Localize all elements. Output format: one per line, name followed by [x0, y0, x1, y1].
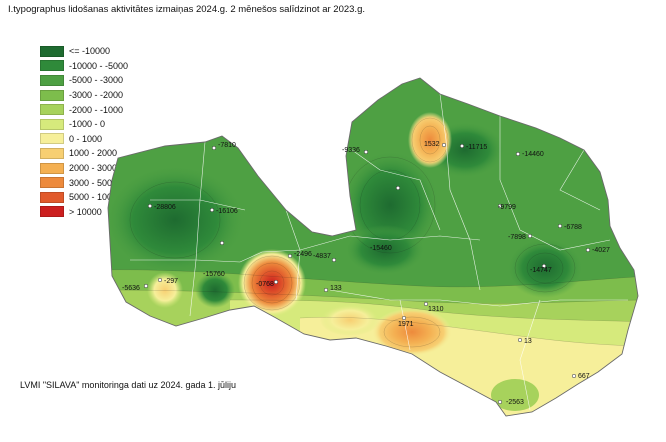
legend-label: <= -10000	[69, 46, 111, 57]
monitoring-point: -28806	[147, 203, 176, 211]
svg-text:-4837: -4837	[313, 253, 331, 260]
legend-item: -10000 - -5000	[40, 59, 128, 74]
svg-text:-0768: -0768	[256, 281, 274, 288]
legend-label: 3000 - 5000	[69, 177, 118, 188]
monitoring-point: 1971	[398, 315, 414, 328]
legend-item: 5000 - 10000	[40, 190, 128, 205]
legend-swatch	[40, 104, 64, 116]
monitoring-point: -4027	[585, 247, 610, 254]
monitoring-point: -15460	[370, 185, 401, 252]
legend-item: -2000 - -1000	[40, 102, 128, 117]
svg-text:-297: -297	[164, 278, 178, 285]
legend-swatch	[40, 45, 64, 57]
legend-label: > 10000	[69, 206, 102, 217]
legend-swatch	[40, 162, 64, 174]
svg-text:133: 133	[330, 285, 342, 292]
monitoring-point: 133	[323, 285, 342, 293]
legend-label: 0 - 1000	[69, 133, 103, 144]
svg-text:-4027: -4027	[592, 247, 610, 254]
svg-text:-7898: -7898	[508, 234, 526, 241]
monitoring-point: -11715	[459, 143, 487, 151]
legend-label: -10000 - -5000	[69, 60, 129, 71]
legend-swatch	[40, 177, 64, 189]
legend-label: -1000 - 0	[69, 119, 106, 130]
legend-item: 2000 - 3000	[40, 161, 128, 176]
monitoring-points: -7810 -9336 1532 -11715 -14460 -28806 -1…	[122, 141, 610, 406]
svg-text:-14460: -14460	[522, 151, 544, 158]
legend-swatch	[40, 60, 64, 72]
legend-item: -1000 - 0	[40, 117, 128, 132]
legend-swatch	[40, 206, 64, 218]
legend-item: 0 - 1000	[40, 132, 128, 147]
data-source-caption: LVMI "SILAVA" monitoringa dati uz 2024. …	[20, 380, 237, 390]
monitoring-point: -16106	[209, 207, 238, 215]
monitoring-point: -7898	[508, 233, 533, 241]
svg-text:13: 13	[524, 338, 532, 345]
legend-swatch	[40, 147, 64, 159]
legend-item: -5000 - -3000	[40, 73, 128, 88]
legend-item: 3000 - 5000	[40, 175, 128, 190]
country-outline	[107, 77, 639, 417]
monitoring-point: 667	[571, 373, 590, 380]
legend-item: -3000 - -2000	[40, 88, 128, 103]
legend-label: 2000 - 3000	[69, 163, 118, 174]
svg-text:-15760: -15760	[203, 271, 225, 278]
legend-item: <= -10000	[40, 44, 128, 59]
legend-swatch	[40, 191, 64, 203]
legend-label: 1000 - 2000	[69, 148, 118, 159]
monitoring-point: -9799	[497, 203, 516, 211]
monitoring-point: -297	[157, 277, 178, 285]
svg-text:1971: 1971	[398, 321, 414, 328]
monitoring-point: -5636	[122, 283, 149, 292]
svg-text:-7810: -7810	[218, 142, 236, 149]
monitoring-point: -14460	[515, 151, 544, 158]
legend-label: -2000 - -1000	[69, 104, 124, 115]
svg-text:667: 667	[578, 373, 590, 380]
legend-label: -3000 - -2000	[69, 90, 124, 101]
svg-text:1310: 1310	[428, 306, 444, 313]
legend-swatch	[40, 133, 64, 145]
monitoring-point: 1310	[423, 301, 444, 313]
svg-text:-9336: -9336	[342, 147, 360, 154]
legend-label: -5000 - -3000	[69, 75, 124, 86]
monitoring-point: -2563	[497, 399, 524, 406]
svg-text:-28806: -28806	[154, 204, 176, 211]
monitoring-point: -6788	[557, 223, 582, 231]
monitoring-point: -4837	[313, 253, 337, 263]
svg-text:-6788: -6788	[564, 224, 582, 231]
map-legend: <= -10000 -10000 - -5000 -5000 - -3000 -…	[40, 44, 128, 219]
svg-text:-2496: -2496	[294, 251, 312, 258]
svg-text:-14747: -14747	[530, 267, 552, 274]
monitoring-point: 13	[517, 337, 532, 345]
svg-text:-5636: -5636	[122, 285, 140, 292]
legend-swatch	[40, 74, 64, 86]
legend-item: 1000 - 2000	[40, 146, 128, 161]
svg-text:-11715: -11715	[466, 144, 487, 151]
monitoring-point: 1532	[424, 141, 447, 148]
monitoring-point: -2496	[287, 251, 312, 259]
monitoring-point: -0768	[256, 279, 279, 288]
svg-text:-15460: -15460	[370, 245, 392, 252]
svg-text:-2563: -2563	[506, 399, 524, 406]
svg-text:-9799: -9799	[498, 204, 516, 211]
svg-text:-16106: -16106	[216, 208, 238, 215]
map-title: I.typographus lidošanas aktivitātes izma…	[8, 4, 365, 15]
legend-label: 5000 - 10000	[69, 192, 123, 203]
legend-swatch	[40, 89, 64, 101]
monitoring-point: -7810	[211, 142, 236, 151]
monitoring-point: -9336	[342, 147, 369, 155]
legend-swatch	[40, 118, 64, 130]
legend-item: > 10000	[40, 205, 128, 220]
svg-text:1532: 1532	[424, 141, 440, 148]
monitoring-point: -15760	[203, 240, 225, 278]
monitoring-point: -14747	[530, 263, 552, 274]
